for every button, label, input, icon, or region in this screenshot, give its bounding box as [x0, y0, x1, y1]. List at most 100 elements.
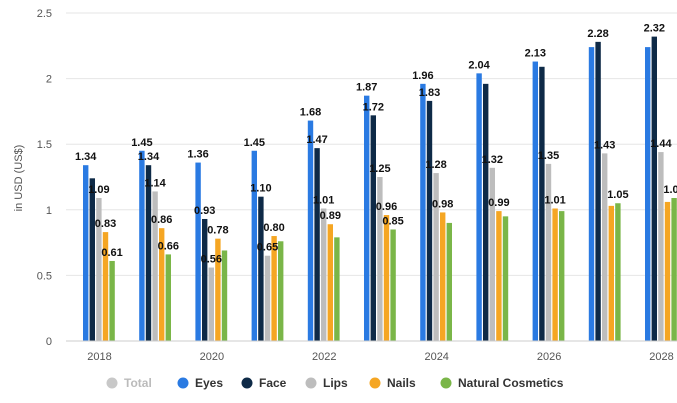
bar-face-2026[interactable]: [539, 66, 545, 342]
bar-face-2018[interactable]: [89, 178, 95, 341]
legend-marker: [177, 377, 189, 389]
bar-lips-2021[interactable]: [264, 255, 271, 341]
data-labels: 1.34 1.09 0.83 0.61 1.45 1.34 1.14 0.86 0.66 1.36…: [75, 23, 677, 266]
data-label: 0.98: [432, 198, 453, 210]
bar-face-2022[interactable]: [314, 148, 320, 341]
bar-natural-cosmetics-2025[interactable]: [502, 216, 509, 341]
legend-item-total[interactable]: Total: [106, 376, 152, 390]
y-tick-label: 2: [46, 74, 52, 86]
bar-face-2027[interactable]: [595, 41, 601, 341]
bar-lips-2028[interactable]: [658, 152, 664, 341]
bar-face-2028[interactable]: [651, 36, 657, 342]
data-label: 0.66: [158, 240, 179, 252]
bar-lips-2019[interactable]: [152, 191, 158, 341]
bar-face-2021[interactable]: [258, 196, 264, 341]
bar-natural-cosmetics-2027[interactable]: [615, 203, 621, 341]
data-label: 1.01: [313, 194, 334, 206]
bar-nails-2023[interactable]: [383, 215, 390, 341]
bar-eyes-2024[interactable]: [420, 83, 426, 342]
bar-eyes-2023[interactable]: [364, 95, 370, 341]
legend-item-natural-cosmetics[interactable]: Natural Cosmetics: [440, 376, 564, 390]
bar-nails-2018[interactable]: [102, 232, 109, 341]
legend-item-face[interactable]: Face: [241, 376, 287, 390]
data-label: 1.01: [544, 194, 565, 206]
bar-nails-2024[interactable]: [440, 212, 446, 341]
data-label: 0.89: [320, 210, 341, 222]
bar-face-2020[interactable]: [202, 218, 208, 341]
bar-lips-2025[interactable]: [489, 167, 495, 341]
bar-natural-cosmetics-2028[interactable]: [671, 197, 677, 341]
y-tick-label: 2.5: [37, 8, 52, 20]
bar-natural-cosmetics-2018[interactable]: [109, 260, 115, 341]
bar-eyes-2020[interactable]: [195, 162, 201, 341]
data-label: 1.09: [663, 184, 677, 196]
legend-marker: [241, 377, 253, 389]
data-label: 1.83: [419, 87, 440, 99]
bar-face-2025[interactable]: [483, 83, 489, 342]
legend[interactable]: Total Eyes Face Lips Nails Natural Cosmetics: [106, 376, 564, 390]
bar-nails-2019[interactable]: [159, 228, 165, 341]
bar-eyes-2018[interactable]: [83, 165, 89, 341]
bar-natural-cosmetics-2026[interactable]: [559, 211, 565, 341]
data-label: 2.04: [468, 59, 490, 71]
bar-natural-cosmetics-2022[interactable]: [334, 237, 340, 341]
bar-eyes-2027[interactable]: [588, 47, 595, 341]
legend-label: Eyes: [195, 376, 223, 390]
bar-eyes-2019[interactable]: [139, 150, 145, 341]
legend-item-lips[interactable]: Lips: [305, 376, 348, 390]
bar-face-2024[interactable]: [426, 100, 433, 342]
bar-natural-cosmetics-2024[interactable]: [446, 222, 452, 341]
bar-lips-2027[interactable]: [602, 153, 608, 341]
bar-face-2023[interactable]: [370, 115, 376, 341]
bar-nails-2022[interactable]: [327, 224, 333, 341]
data-label: 2.32: [644, 23, 665, 35]
bar-natural-cosmetics-2020[interactable]: [221, 250, 228, 341]
legend-label: Natural Cosmetics: [458, 376, 564, 390]
y-tick-label: 0: [46, 336, 52, 348]
bar-lips-2024[interactable]: [433, 173, 439, 341]
data-label: 1.68: [300, 107, 321, 119]
bar-nails-2026[interactable]: [552, 208, 558, 341]
bar-eyes-2028[interactable]: [645, 47, 651, 341]
legend-item-eyes[interactable]: Eyes: [177, 376, 224, 390]
data-label: 1.87: [356, 82, 377, 94]
bar-nails-2021[interactable]: [271, 236, 277, 341]
bar-lips-2020[interactable]: [208, 267, 214, 341]
bar-eyes-2021[interactable]: [251, 150, 257, 341]
bar-eyes-2025[interactable]: [476, 73, 482, 342]
data-label: 1.44: [650, 138, 672, 150]
data-label: 0.93: [194, 205, 215, 217]
bar-eyes-2022[interactable]: [307, 120, 314, 341]
bar-natural-cosmetics-2021[interactable]: [278, 241, 284, 341]
data-label: 0.99: [488, 197, 509, 209]
bar-lips-2022[interactable]: [321, 208, 327, 341]
legend-label: Lips: [323, 376, 348, 390]
bar-face-2019[interactable]: [145, 165, 152, 341]
data-label: 1.25: [369, 163, 390, 175]
bar-nails-2028[interactable]: [664, 201, 671, 341]
bar-lips-2018[interactable]: [96, 197, 102, 341]
legend-marker: [369, 377, 381, 389]
x-tick-label: 2028: [649, 351, 673, 363]
bar-natural-cosmetics-2023[interactable]: [390, 229, 396, 341]
y-axis-ticks: 0 0.5 1 1.5 2 2.5: [37, 8, 52, 348]
bar-lips-2023[interactable]: [377, 177, 383, 341]
bar-lips-2026[interactable]: [545, 163, 552, 341]
legend-item-nails[interactable]: Nails: [369, 376, 417, 390]
bar-nails-2025[interactable]: [496, 211, 502, 341]
bar-nails-2020[interactable]: [215, 238, 221, 341]
data-label: 1.47: [306, 134, 327, 146]
data-label: 1.34: [138, 151, 160, 163]
bar-eyes-2026[interactable]: [532, 61, 538, 341]
x-tick-label: 2026: [537, 351, 561, 363]
bar-nails-2027[interactable]: [608, 205, 614, 341]
x-tick-label: 2018: [87, 351, 111, 363]
data-label: 0.85: [382, 215, 403, 227]
y-tick-label: 1.5: [37, 139, 52, 151]
legend-label: Nails: [387, 376, 416, 390]
data-label: 1.10: [250, 183, 271, 195]
data-label: 1.09: [88, 184, 109, 196]
bar-natural-cosmetics-2019[interactable]: [165, 254, 171, 341]
